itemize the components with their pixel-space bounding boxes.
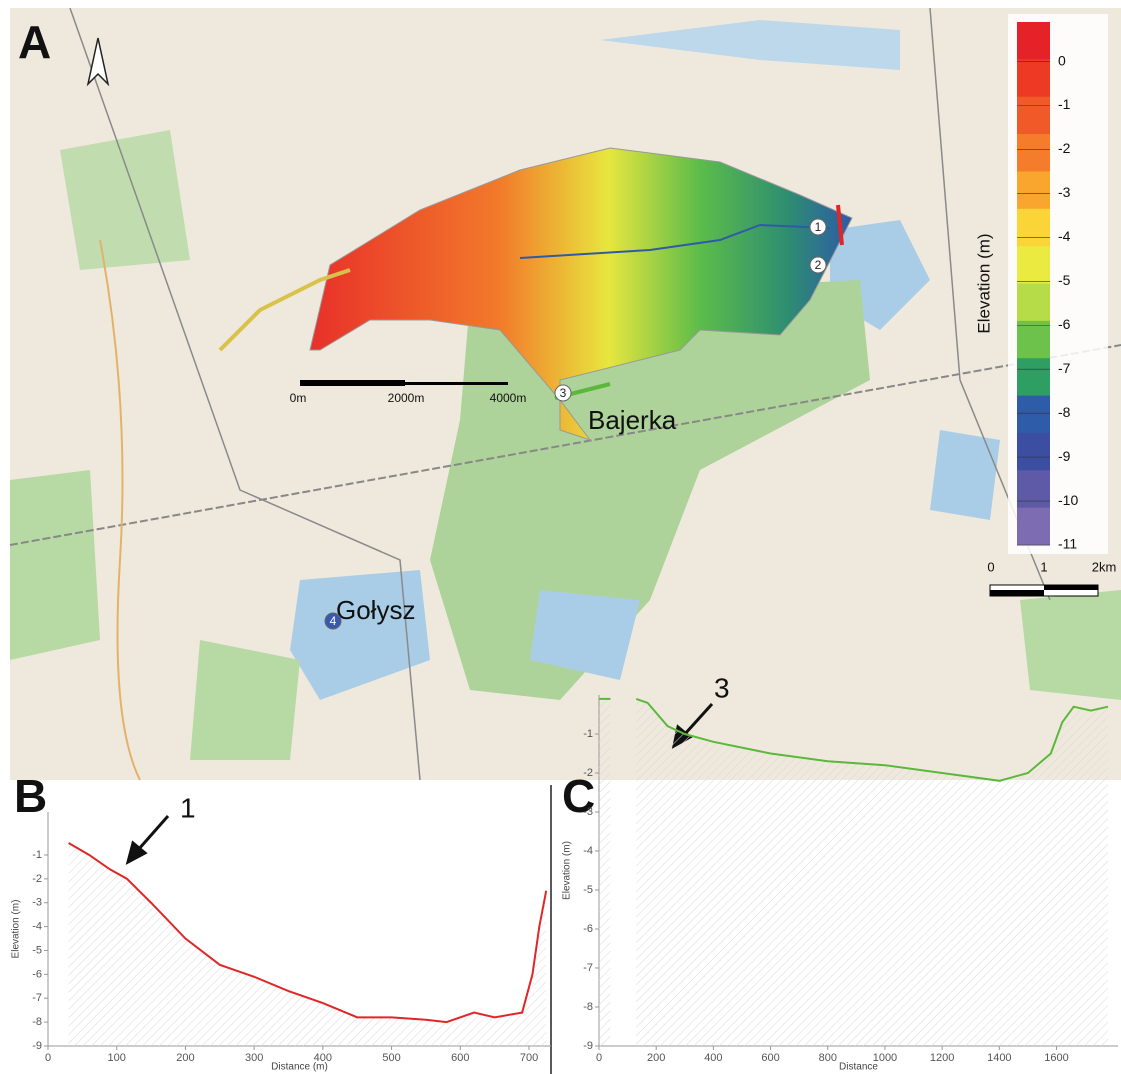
scale-label: 4000m: [490, 391, 527, 405]
y-tick-label: -1: [583, 728, 593, 740]
y-tick-label: -7: [583, 962, 593, 974]
site-label: 3: [560, 386, 567, 400]
site-label: 4: [330, 614, 337, 628]
y-tick-label: -8: [583, 1001, 593, 1013]
x-axis-label: Distance (m): [271, 1062, 328, 1073]
site-marker: [809, 218, 827, 236]
profile-line: [635, 697, 1109, 782]
area-hatch: [68, 843, 547, 1046]
scale-label: 2000m: [388, 391, 425, 405]
x-tick-label: 1000: [873, 1052, 897, 1064]
x-tick-label: 1400: [987, 1052, 1011, 1064]
scale-label: 1: [1040, 559, 1047, 574]
x-tick-label: 1600: [1044, 1052, 1068, 1064]
x-tick-label: 0: [45, 1052, 51, 1064]
y-tick-label: -4: [32, 921, 42, 933]
colorbar-label: Elevation (m): [974, 233, 993, 333]
y-tick-label: -6: [583, 923, 593, 935]
y-tick-label: -5: [583, 884, 593, 896]
x-tick-label: 100: [108, 1052, 126, 1064]
area-hatch: [636, 698, 1108, 1046]
profile-line: [68, 842, 548, 1024]
scale-label: 0: [987, 559, 994, 574]
scale-label: 0m: [290, 391, 307, 405]
x-tick-label: 200: [647, 1052, 665, 1064]
colorbar-band: [1017, 358, 1050, 397]
colorbar-band: [1017, 208, 1050, 247]
colorbar-band: [1017, 134, 1050, 172]
colorbar-tick-label: -2: [1058, 140, 1071, 156]
colorbar-band: [1017, 432, 1050, 471]
colorbar-band: [1017, 96, 1050, 135]
x-tick-label: 300: [245, 1052, 263, 1064]
place-label: Gołysz: [336, 595, 415, 625]
colorbar-tick-label: -11: [1058, 536, 1077, 552]
panel-label: B: [14, 770, 47, 822]
blank-box: [270, 810, 358, 865]
colorbar-tick-label: -10: [1058, 492, 1078, 508]
site-marker: [809, 256, 827, 274]
map-panel: A Bajerka Gołysz 1 2 3 4 0m 2000m 4000m 0 1 2km 0 -1 -2…: [18, 14, 1117, 630]
colorbar-band: [1017, 320, 1050, 359]
x-tick-label: 700: [520, 1052, 538, 1064]
y-tick-label: -8: [32, 1016, 42, 1028]
panel-label: C: [562, 770, 595, 822]
site-marker: [324, 612, 342, 630]
y-tick-label: -6: [32, 968, 42, 980]
site-marker: [554, 384, 572, 402]
annotation: 1: [180, 792, 196, 823]
x-axis-label: Distance: [839, 1062, 878, 1073]
colorbar-tick-label: -7: [1058, 360, 1071, 376]
colorbar-tick-label: -9: [1058, 448, 1071, 464]
y-tick-label: -2: [583, 767, 593, 779]
scale-label: 2km: [1092, 559, 1117, 574]
y-axis-label: Elevation (m): [11, 900, 22, 959]
x-tick-label: 400: [704, 1052, 722, 1064]
colorbar-tick-label: -4: [1058, 228, 1071, 244]
site-label: 1: [815, 220, 822, 234]
colorbar-band: [1017, 246, 1050, 284]
scale-bar: [1044, 585, 1098, 590]
colorbar-band: [1017, 395, 1050, 434]
colorbar-tick-label: -8: [1058, 404, 1071, 420]
colorbar-band: [1017, 59, 1050, 98]
y-axis-label: Elevation (m): [562, 841, 573, 900]
colorbar-band: [1017, 171, 1050, 210]
y-tick-label: -3: [583, 806, 593, 818]
y-tick-label: -9: [583, 1040, 593, 1052]
colorbar-tick-label: -3: [1058, 184, 1071, 200]
x-tick-label: 600: [761, 1052, 779, 1064]
x-tick-label: 0: [596, 1052, 602, 1064]
y-tick-label: -9: [32, 1040, 42, 1052]
y-tick-label: -3: [32, 897, 42, 909]
x-tick-label: 600: [451, 1052, 469, 1064]
colorbar-band: [1017, 470, 1050, 509]
scale-bar: [300, 380, 405, 386]
colorbar-tick-label: -1: [1058, 96, 1071, 112]
colorbar-tick-label: -5: [1058, 272, 1071, 288]
area-hatch: [599, 698, 611, 1046]
colorbar-band: [1017, 507, 1050, 546]
y-tick-label: -2: [32, 873, 42, 885]
annotation: 3: [714, 672, 730, 703]
scale-bar: [990, 590, 1044, 596]
y-tick-label: -4: [583, 845, 593, 857]
x-tick-label: 1200: [930, 1052, 954, 1064]
y-tick-label: -1: [32, 849, 42, 861]
x-tick-label: 400: [314, 1052, 332, 1064]
colorbar-band: [1017, 283, 1050, 322]
x-tick-label: 500: [382, 1052, 400, 1064]
x-tick-label: 800: [819, 1052, 837, 1064]
panel-label: A: [18, 16, 51, 68]
y-tick-label: -5: [32, 944, 42, 956]
scale-bar: [405, 382, 508, 385]
colorbar-tick-label: -6: [1058, 316, 1071, 332]
colorbar-tick-label: 0: [1058, 52, 1066, 68]
x-tick-label: 200: [176, 1052, 194, 1064]
site-label: 2: [815, 258, 822, 272]
place-label: Bajerka: [588, 405, 677, 435]
colorbar-band: [1017, 22, 1050, 60]
y-tick-label: -7: [32, 992, 42, 1004]
